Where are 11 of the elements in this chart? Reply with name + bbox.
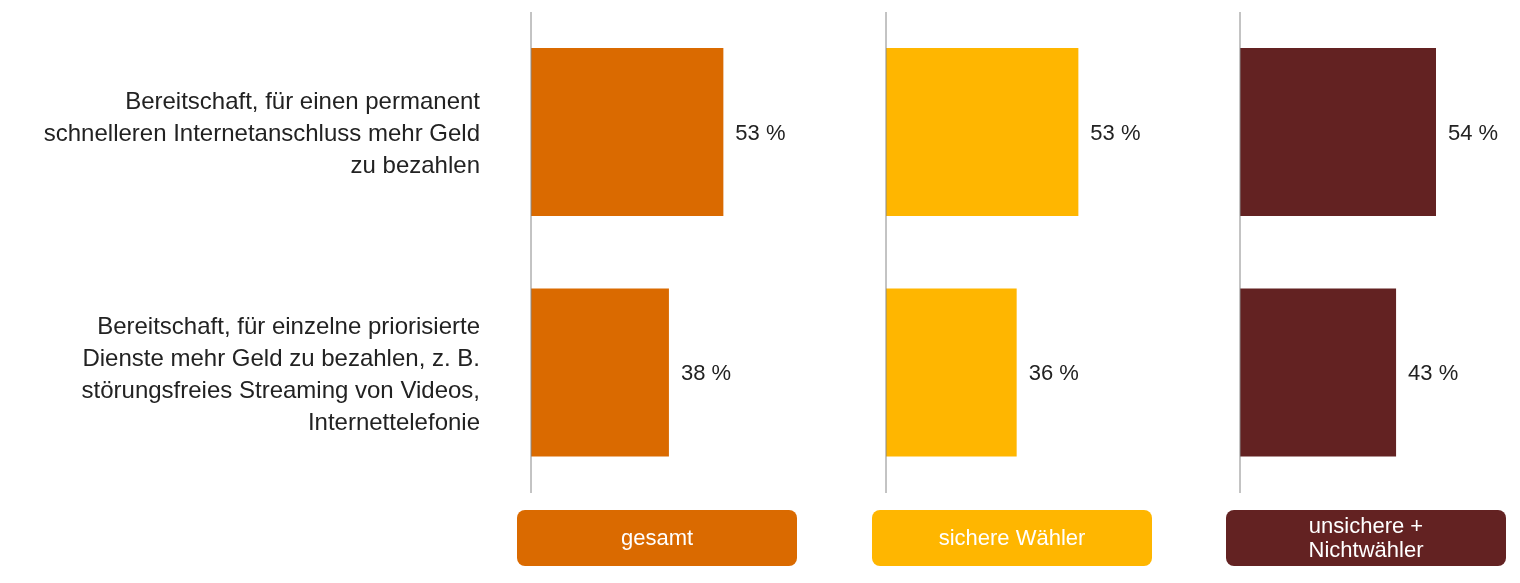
text: unsichere + Nichtwähler (1226, 510, 1506, 566)
data-label: 53 % (735, 119, 786, 145)
text: sichere Wähler (872, 510, 1152, 566)
data-label: 43 % (1408, 360, 1459, 386)
data-label: 38 % (680, 360, 732, 386)
data-label: 36 % (1028, 360, 1079, 386)
y-tick-label: Bereitschaft, für einen permanent schnelleren Internetanschluss mehr Geld zu bezahlen (43, 86, 481, 178)
data-label: 54 % (1448, 119, 1499, 145)
data-label: 53 % (1090, 119, 1141, 145)
text: gesamt (517, 510, 797, 566)
y-tick-label: Bereitschaft, für einzelne priorisierte Dienste mehr Geld zu bezahlen, z. B. störungsfreies Streaming von Videos, Internettelefonie (81, 311, 480, 435)
